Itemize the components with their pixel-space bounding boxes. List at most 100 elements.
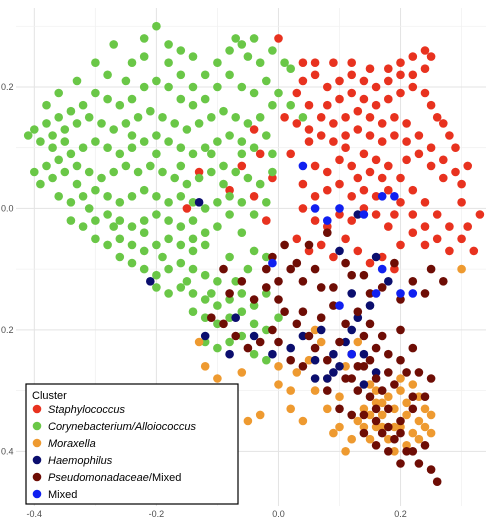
data-point-series-0 [292,119,302,128]
data-point-series-0 [298,58,308,67]
data-point-series-4 [274,277,283,286]
data-point-series-0 [445,131,454,140]
data-point-series-0 [402,137,411,146]
data-point-series-2 [353,416,363,426]
data-point-series-1 [72,76,82,86]
data-point-series-2 [457,264,466,274]
data-point-series-2 [396,422,405,432]
data-point-series-2 [402,441,411,450]
data-point-series-3 [341,337,350,347]
data-point-series-2 [396,374,405,383]
data-point-series-1 [219,179,228,189]
data-point-series-1 [200,204,210,213]
data-point-series-1 [127,94,137,104]
data-point-series-1 [286,100,296,110]
data-point-series-4 [274,295,283,304]
data-point-series-1 [164,82,173,92]
data-point-series-1 [225,70,234,80]
data-point-series-2 [286,386,296,395]
data-point-series-1 [231,34,240,43]
data-point-series-2 [298,416,308,426]
data-point-series-4 [396,416,405,426]
data-point-series-0 [249,125,259,134]
data-point-series-0 [341,113,350,122]
data-point-series-1 [213,301,222,310]
data-point-series-0 [298,179,308,189]
data-point-series-2 [377,410,387,420]
legend-entry-label: Haemophilus [48,455,113,467]
data-point-series-4 [408,392,418,402]
data-point-series-1 [262,131,271,140]
data-point-series-0 [255,149,265,159]
data-point-series-1 [97,119,106,128]
data-point-series-1 [78,100,88,110]
data-point-series-1 [188,52,198,61]
data-point-series-1 [66,216,76,225]
data-point-series-1 [225,192,234,201]
data-point-series-0 [420,198,430,207]
data-point-series-0 [347,70,357,80]
data-point-series-4 [347,374,357,383]
data-point-series-1 [127,131,137,140]
data-point-series-1 [200,240,210,250]
data-point-series-0 [414,149,424,159]
data-point-series-2 [420,404,430,414]
data-point-series-4 [359,331,369,341]
data-point-series-1 [225,295,234,304]
data-point-series-0 [365,258,375,268]
data-point-series-2 [408,380,418,389]
data-point-series-1 [176,70,186,80]
data-point-series-1 [127,58,137,67]
data-point-series-3 [335,362,344,371]
data-point-series-2 [384,434,393,444]
data-point-series-4 [298,307,308,317]
data-point-series-1 [225,131,234,140]
data-point-series-4 [304,331,314,341]
data-point-series-1 [109,40,118,49]
data-point-series-4 [219,264,228,274]
data-point-series-4 [347,270,357,280]
data-point-series-1 [188,216,198,225]
data-point-series-1 [231,113,240,122]
data-point-series-0 [475,210,485,219]
data-point-series-2 [347,434,357,444]
data-point-series-1 [188,264,198,274]
data-point-series-1 [139,246,149,256]
data-point-series-4 [396,325,405,335]
data-point-series-2 [426,410,436,420]
data-point-series-4 [365,392,375,402]
data-point-series-0 [384,222,393,231]
data-point-series-0 [402,119,411,128]
data-point-series-4 [396,295,405,304]
data-point-series-1 [262,252,271,262]
data-point-series-1 [60,137,70,146]
legend-key [32,472,42,482]
data-point-series-4 [292,258,302,268]
data-point-series-0 [329,137,338,146]
data-point-series-1 [255,179,265,189]
data-point-series-0 [420,46,430,55]
data-point-series-0 [463,222,473,231]
data-point-series-0 [310,161,320,171]
data-point-series-2 [390,447,399,456]
data-point-series-1 [103,70,112,80]
data-point-series-1 [23,131,33,140]
data-point-series-4 [243,343,253,353]
x-tick-label: -0.4 [27,509,43,519]
data-point-series-3 [329,349,338,359]
data-point-series-1 [115,252,125,262]
legend: Cluster Staphylococcus Corynebacterium/Al… [25,383,239,505]
data-point-series-2 [408,428,418,438]
data-point-series-4 [408,277,418,286]
data-point-series-4 [280,240,289,250]
data-point-series-1 [91,216,100,225]
data-point-series-1 [72,119,82,128]
data-point-series-0 [445,222,454,231]
data-point-series-2 [310,325,320,335]
data-point-series-0 [384,76,393,86]
data-point-series-4 [384,368,393,377]
data-point-series-0 [304,125,314,134]
data-point-series-1 [243,119,253,128]
data-point-series-4 [353,386,363,395]
data-point-series-0 [347,58,357,67]
